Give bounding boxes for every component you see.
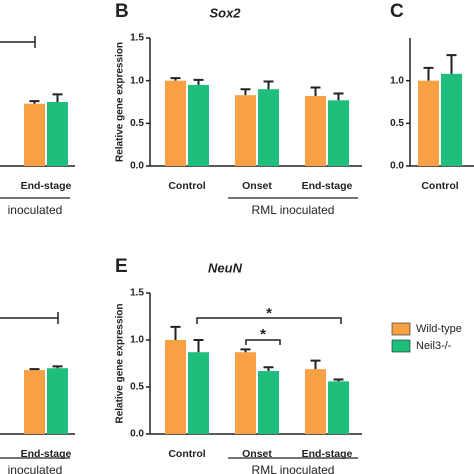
bar [188, 84, 209, 166]
y-tick-label: 1.5 [130, 33, 144, 44]
y-tick-label: 0.5 [390, 118, 404, 129]
error-bar [240, 348, 251, 353]
legend-swatch [391, 322, 411, 336]
error-bar [423, 66, 434, 81]
bar [235, 95, 256, 166]
bar [305, 96, 326, 166]
y-tick-label: 1.5 [130, 288, 144, 299]
group-label: RML inoculated [252, 463, 335, 474]
bar [258, 371, 279, 434]
y-tick-label: 0.0 [390, 161, 404, 172]
y-tick-label: 0.0 [130, 429, 144, 440]
bar [24, 370, 45, 434]
error-bar [263, 80, 274, 90]
y-tick-label: 1.0 [130, 75, 144, 86]
sig-star: * [260, 326, 266, 343]
y-axis-label: Relative gene expression [115, 303, 126, 423]
error-bar [170, 77, 181, 81]
panel-letter: B [115, 1, 129, 22]
bar [235, 352, 256, 434]
error-bar [263, 366, 274, 372]
bar [328, 100, 349, 166]
group-label: inoculated [8, 203, 63, 217]
bar [441, 73, 462, 166]
sig-star: * [266, 305, 272, 322]
y-tick-label: 1.0 [390, 75, 404, 86]
legend-label: Neil3-/- [416, 340, 452, 352]
x-tick-label: Onset [242, 180, 272, 192]
error-bar [29, 368, 40, 371]
bracket [0, 36, 36, 48]
chart-title: Sox2 [209, 5, 241, 20]
bar [165, 80, 186, 166]
error-bar [52, 365, 63, 369]
error-bar [333, 92, 344, 101]
x-tick-label: End-stage [21, 448, 72, 460]
bar [47, 102, 68, 166]
legend-label: Wild-type [416, 323, 462, 335]
bar [418, 80, 439, 166]
y-tick-label: 0.5 [130, 382, 144, 393]
comparison-brackets [0, 36, 59, 324]
sig-bracket [196, 317, 342, 324]
bar [24, 103, 45, 166]
error-bar [310, 86, 321, 97]
x-tick-label: Onset [242, 448, 272, 460]
bar [328, 381, 349, 434]
y-tick-label: 0.0 [130, 161, 144, 172]
bar [47, 368, 68, 434]
x-tick-label: End-stage [21, 180, 72, 192]
bracket [0, 312, 59, 324]
panel-letter: C [390, 1, 404, 22]
chart-title: NeuN [208, 260, 243, 275]
error-bar [170, 325, 181, 340]
error-bar [446, 54, 457, 74]
x-tick-label: End-stage [302, 180, 353, 192]
y-tick-label: 0.5 [130, 118, 144, 129]
error-bar [193, 339, 204, 353]
error-bar [310, 359, 321, 370]
sig-bracket [245, 339, 281, 345]
error-bar [52, 93, 63, 102]
group-label: inoculated [8, 463, 63, 474]
x-tick-label: Control [421, 180, 458, 192]
bar [188, 352, 209, 434]
y-tick-label: 1.0 [130, 335, 144, 346]
error-bar [29, 100, 40, 104]
error-bar [333, 378, 344, 382]
x-tick-label: End-stage [302, 448, 353, 460]
bar [305, 369, 326, 434]
error-bar [240, 88, 251, 96]
bar [258, 89, 279, 166]
panel-letter: E [115, 256, 128, 277]
bar [165, 340, 186, 434]
error-bar [193, 78, 204, 85]
legend-swatch [391, 339, 411, 353]
y-axis-label: Relative gene expression [115, 42, 126, 162]
x-tick-label: Control [168, 180, 205, 192]
x-tick-label: Control [168, 448, 205, 460]
group-label: RML inoculated [252, 203, 335, 217]
